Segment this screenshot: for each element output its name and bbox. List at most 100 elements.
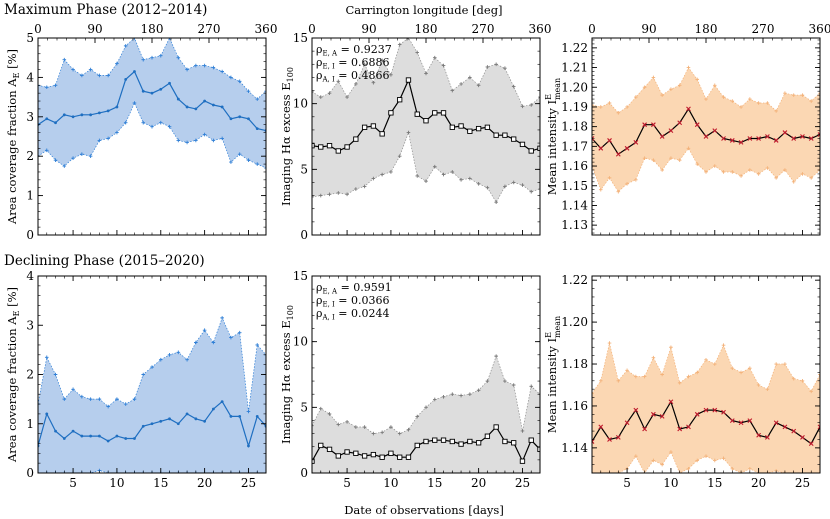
mean-point xyxy=(423,118,429,124)
x-tick-label: 20 xyxy=(751,476,766,490)
upper-marker xyxy=(712,362,717,366)
upper-marker xyxy=(529,103,534,107)
y-tick-label: 1 xyxy=(26,189,34,203)
mean-point xyxy=(519,141,526,148)
lon-tick-label: 360 xyxy=(809,22,830,36)
mean-point xyxy=(686,424,691,430)
lower-marker xyxy=(62,164,67,168)
mean-point xyxy=(397,97,403,103)
upper-marker xyxy=(756,101,761,105)
upper-marker xyxy=(150,365,154,369)
upper-marker xyxy=(123,402,128,406)
upper-marker xyxy=(642,374,647,379)
y-tick-label: 4 xyxy=(26,269,34,283)
mean-point xyxy=(361,453,368,459)
rho-value: = 0.9237 xyxy=(337,43,392,56)
lower-marker xyxy=(194,138,198,143)
y-tick-label: 1.16 xyxy=(561,399,588,413)
upper-marker xyxy=(380,430,384,435)
correlation-label: ρE, I = 0.6886 xyxy=(316,56,390,71)
mean-point xyxy=(353,136,359,142)
lower-marker xyxy=(327,192,332,197)
upper-marker xyxy=(607,341,612,345)
mean-point xyxy=(764,134,770,139)
mean-point xyxy=(432,437,438,443)
lower-marker xyxy=(88,154,93,158)
upper-marker xyxy=(176,350,181,355)
phase-title-maximum: Maximum Phase (2012–2014) xyxy=(4,2,207,18)
y-tick-label: 10 xyxy=(293,335,308,349)
mean-point xyxy=(45,412,49,416)
upper-marker xyxy=(194,340,198,345)
y-tick-label: 5 xyxy=(300,162,308,176)
upper-marker xyxy=(88,397,93,401)
panel-max-intensity: 1.13 1.14 1.15 1.16 1.17 1.18 1.19 1.20 1.21 1.22… xyxy=(544,22,830,236)
mean-point xyxy=(80,434,84,438)
upper-marker xyxy=(432,55,437,60)
upper-marker xyxy=(538,95,540,99)
upper-marker xyxy=(80,73,84,78)
lower-marker xyxy=(53,158,58,162)
upper-marker xyxy=(336,422,341,427)
rho-subscript: E, A xyxy=(322,288,338,296)
correlation-label: ρE, A = 0.9591 xyxy=(316,281,392,296)
lower-marker xyxy=(354,187,358,191)
upper-marker xyxy=(818,372,820,377)
mean-point xyxy=(677,120,683,126)
upper-marker xyxy=(327,412,332,416)
lower-marker xyxy=(106,136,110,141)
upper-marker xyxy=(704,97,708,101)
mean-point xyxy=(62,113,66,117)
upper-marker xyxy=(62,397,67,401)
y-tick-label: 1.21 xyxy=(561,61,588,75)
lower-marker xyxy=(141,120,146,125)
mean-point xyxy=(659,414,665,419)
plot-area xyxy=(38,38,266,170)
upper-marker xyxy=(503,379,507,383)
lower-marker xyxy=(634,454,638,459)
lower-marker xyxy=(695,162,700,166)
lower-marker xyxy=(312,195,314,199)
mean-point xyxy=(124,437,128,440)
rho-symbol: ρ xyxy=(316,43,322,56)
upper-marker xyxy=(598,378,603,383)
upper-marker xyxy=(185,67,189,72)
lower-marker xyxy=(677,158,682,162)
lower-marker xyxy=(264,166,266,170)
upper-marker xyxy=(494,354,498,358)
y-axis-label-main: Imaging Hα excess E xyxy=(279,82,293,206)
mean-point xyxy=(615,434,621,440)
mean-point xyxy=(607,138,612,143)
lower-marker xyxy=(660,168,664,172)
upper-marker xyxy=(774,362,778,366)
mean-point xyxy=(229,414,233,418)
panel-dec-intensity: 1.14 1.16 1.18 1.20 1.22 5 10 15 20 25 Mean intens… xyxy=(544,273,821,490)
rho-value: = 0.9591 xyxy=(337,281,392,294)
upper-marker xyxy=(53,372,58,377)
mean-point xyxy=(686,106,691,112)
lower-marker xyxy=(607,176,612,180)
mean-point xyxy=(756,432,762,438)
rho-subscript: E, A xyxy=(322,50,338,58)
upper-marker xyxy=(651,355,656,360)
rho-value: = 0.0244 xyxy=(335,307,390,320)
lower-marker xyxy=(345,192,349,197)
y-tick-label: 2 xyxy=(26,149,34,163)
mean-point xyxy=(475,440,482,446)
mean-point xyxy=(598,145,604,151)
mean-point xyxy=(712,407,718,413)
lower-marker xyxy=(132,101,137,105)
mean-point xyxy=(62,437,66,440)
mean-point xyxy=(694,411,700,417)
mean-point xyxy=(721,136,726,141)
mean-point xyxy=(650,122,656,128)
upper-marker xyxy=(389,425,393,429)
x-tick-label: 25 xyxy=(241,476,256,490)
lower-marker xyxy=(712,458,717,463)
upper-marker xyxy=(616,111,621,115)
mean-point xyxy=(124,77,128,81)
mean-point xyxy=(89,434,93,438)
mean-point xyxy=(642,426,648,432)
mean-point xyxy=(668,128,674,133)
